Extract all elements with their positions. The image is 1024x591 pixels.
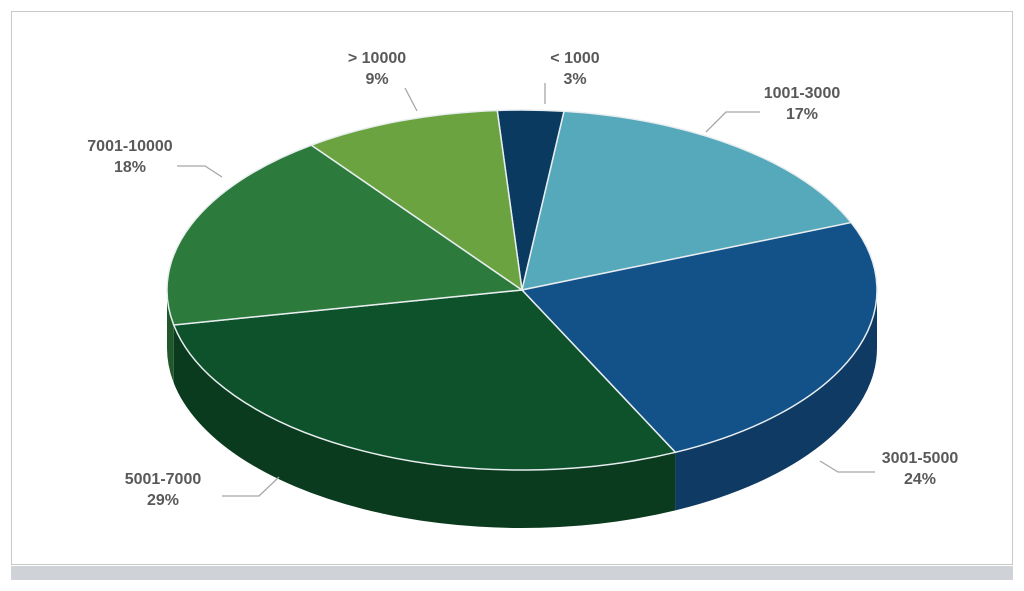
slice-label: 1001-3000 (764, 85, 841, 102)
leader-line (177, 165, 223, 178)
pie-slice (166, 144, 525, 326)
slice-percent-label: 18% (114, 159, 146, 176)
slice-label: > 10000 (348, 50, 406, 67)
slice-percent-label: 9% (365, 71, 388, 88)
pie-slice (309, 109, 523, 292)
pie-slice-side (675, 290, 877, 511)
slice-percent-label: 24% (904, 471, 936, 488)
slice-label: < 1000 (550, 50, 599, 67)
pie-slice (172, 289, 677, 471)
slice-percent-label: 3% (563, 71, 586, 88)
pie-slice-side (173, 324, 676, 528)
slice-label: 5001-7000 (125, 471, 202, 488)
pie-slice-side (167, 290, 174, 383)
pie-slice (521, 110, 853, 291)
leader-line (222, 476, 280, 497)
bottom-scroll-strip (11, 566, 1013, 580)
leader-line (404, 87, 418, 112)
slice-percent-label: 29% (147, 492, 179, 509)
slice-label: 3001-5000 (882, 450, 959, 467)
pie-slice (520, 221, 878, 454)
leader-line (705, 111, 760, 133)
slice-percent-label: 17% (786, 106, 818, 123)
leader-line (819, 460, 875, 473)
slice-label: 7001-10000 (87, 138, 173, 155)
